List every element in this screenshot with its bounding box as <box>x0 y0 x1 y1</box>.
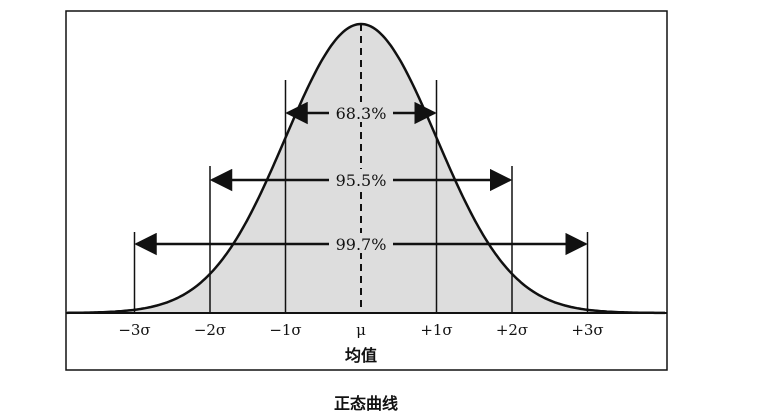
interval-label: 95.5% <box>336 171 387 190</box>
interval-label-bg <box>333 169 389 189</box>
normal-curve <box>66 22 665 315</box>
tick-label: −2σ <box>194 321 226 339</box>
interval-label-bg <box>333 102 389 122</box>
tick-label: −3σ <box>118 321 150 339</box>
axis-title: 均值 <box>345 346 377 365</box>
interval-label: 99.7% <box>336 235 387 254</box>
tick-label: μ <box>356 321 366 339</box>
figure-caption: 正态曲线 <box>334 394 398 413</box>
tick-label: −1σ <box>269 321 301 339</box>
tick-label: +1σ <box>420 321 452 339</box>
curve-area <box>67 24 666 313</box>
tick-label: +3σ <box>571 321 603 339</box>
tick-label: +2σ <box>496 321 528 339</box>
interval-label: 68.3% <box>336 104 387 123</box>
interval-label-bg <box>333 233 389 253</box>
